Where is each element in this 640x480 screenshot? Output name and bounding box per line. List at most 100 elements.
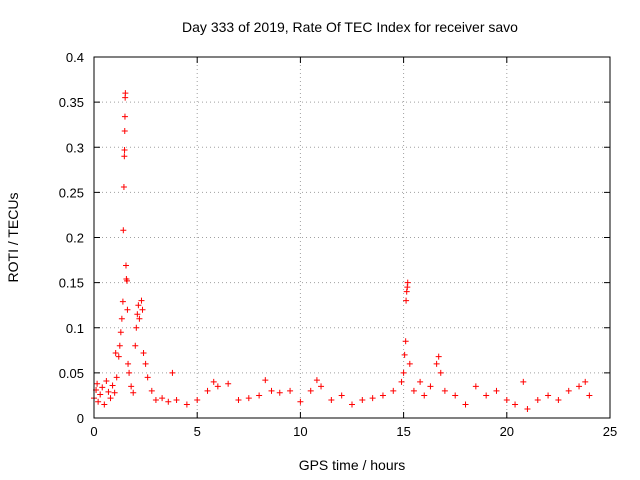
data-point [427,383,434,390]
data-point [398,378,405,385]
data-point [121,146,128,153]
y-tick-label: 0.05 [59,366,84,381]
data-point [140,350,147,357]
data-point [586,392,593,399]
data-point [402,338,409,345]
y-axis-title: ROTI / TECUs [5,193,21,283]
data-point [121,153,128,160]
data-point [483,392,490,399]
data-point [524,405,531,412]
data-point [132,342,139,349]
x-tick-label: 15 [396,424,410,439]
data-point [245,395,252,402]
data-point [117,329,124,336]
data-point [462,401,469,408]
x-tick-label: 10 [293,424,307,439]
data-point [400,369,407,376]
data-point [183,401,190,408]
data-point [297,398,304,405]
data-point [287,387,294,394]
y-tick-label: 0.4 [66,50,84,65]
x-tick-label: 20 [500,424,514,439]
y-tick-label: 0.25 [59,185,84,200]
data-point [512,401,519,408]
data-point [410,387,417,394]
data-point [328,396,335,403]
data-point [118,315,125,322]
data-point [318,383,325,390]
data-point [159,395,166,402]
data-point [165,398,172,405]
data-point [109,382,116,389]
x-axis-title: GPS time / hours [299,457,406,473]
data-point [582,378,589,385]
x-tick-label: 5 [194,424,201,439]
data-point [406,360,413,367]
data-point [124,277,131,284]
data-point [359,396,366,403]
data-point [545,392,552,399]
data-points [91,90,593,412]
y-tick-label: 0.35 [59,95,84,110]
x-tick-label: 0 [90,424,97,439]
data-point [338,392,345,399]
data-point [256,392,263,399]
data-point [99,384,106,391]
data-point [122,90,129,97]
data-point [576,383,583,390]
data-point [403,297,410,304]
data-point [112,350,119,357]
data-point [121,128,128,135]
data-point [128,383,135,390]
data-point [101,401,108,408]
data-point [125,360,132,367]
data-point [276,389,283,396]
data-point [133,324,140,331]
data-point [401,351,408,358]
y-tick-label: 0.1 [66,321,84,336]
data-point [369,395,376,402]
data-point [115,353,122,360]
y-tick-label: 0.15 [59,276,84,291]
data-point [121,113,128,120]
data-point [194,396,201,403]
data-point [103,377,110,384]
data-point [307,387,314,394]
data-point [111,389,118,396]
data-point [134,311,141,318]
data-point [95,398,102,405]
data-point [437,369,444,376]
data-point [122,262,129,269]
data-point [225,380,232,387]
data-point [142,360,149,367]
data-point [169,369,176,376]
data-point [404,279,411,286]
data-point [135,302,142,309]
data-point [403,288,410,295]
data-point [452,392,459,399]
data-point [136,315,143,322]
data-point [235,396,242,403]
data-point [520,378,527,385]
data-point [441,387,448,394]
grid [94,57,610,418]
data-point [417,378,424,385]
data-point [107,395,114,402]
data-point [124,306,131,313]
data-point [268,387,275,394]
data-point [472,383,479,390]
data-point [349,401,355,408]
data-point [119,298,126,305]
data-point [421,392,428,399]
y-tick-label: 0 [77,411,84,426]
data-point [139,306,146,313]
data-point [534,396,541,403]
data-point [116,342,123,349]
data-point [148,387,155,394]
data-point [97,391,104,398]
data-point [433,360,440,367]
data-point [493,387,500,394]
data-point [210,378,217,385]
